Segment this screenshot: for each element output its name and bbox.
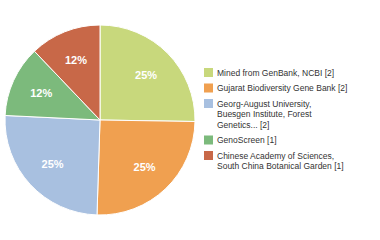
- pie-labels: 25% 25% 25% 12% 12%: [30, 54, 157, 173]
- chart: 25% 25% 25% 12% 12% Mined from GenBank, NCBI …: [0, 0, 380, 240]
- data-label: 12%: [30, 87, 52, 99]
- pie-slice: [5, 115, 100, 214]
- pie-slice: [34, 25, 100, 120]
- legend-item: Gujarat Biodiversity Gene Bank [2]: [204, 83, 347, 93]
- legend-item: Chinese Academy of Sciences,South China …: [204, 151, 344, 172]
- legend-label: Georg-August University,Buesgen Institut…: [217, 99, 312, 130]
- legend-label: Chinese Academy of Sciences,South China …: [217, 151, 344, 172]
- pie: [5, 25, 195, 215]
- legend-label: GenoScreen [1]: [217, 135, 277, 145]
- legend-label: Gujarat Biodiversity Gene Bank [2]: [217, 83, 347, 93]
- legend-item: Georg-August University,Buesgen Institut…: [204, 99, 312, 130]
- legend: Mined from GenBank, NCBI [2] Gujarat Biod…: [204, 68, 347, 172]
- legend-swatch: [204, 151, 213, 160]
- legend-swatch: [204, 68, 213, 77]
- legend-item: Mined from GenBank, NCBI [2]: [204, 68, 334, 78]
- pie-slice: [97, 120, 195, 215]
- legend-swatch: [204, 99, 213, 108]
- data-label: 25%: [134, 161, 156, 173]
- legend-item: GenoScreen [1]: [204, 135, 277, 145]
- legend-swatch: [204, 136, 213, 145]
- data-label: 25%: [135, 69, 157, 81]
- pie-slice: [100, 25, 195, 122]
- data-label: 25%: [42, 158, 64, 170]
- legend-swatch: [204, 84, 213, 93]
- data-label: 12%: [65, 54, 87, 66]
- legend-label: Mined from GenBank, NCBI [2]: [217, 68, 334, 78]
